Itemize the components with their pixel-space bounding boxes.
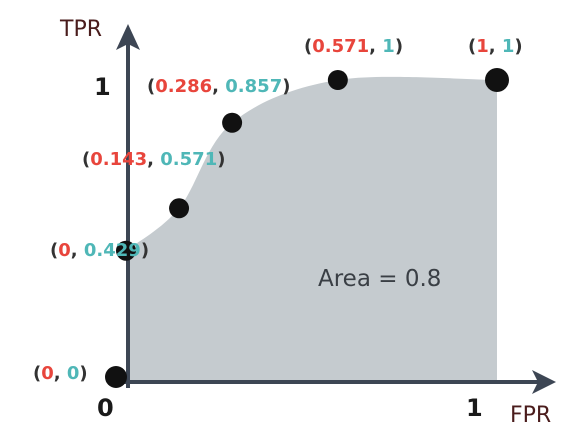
- roc-point: [105, 366, 127, 388]
- roc-point: [222, 112, 243, 133]
- point-label: (0, 0): [33, 363, 88, 384]
- x-axis-title: FPR: [510, 403, 551, 428]
- x-tick-1: 1: [466, 394, 483, 422]
- point-label: (0.286, 0.857): [147, 76, 290, 97]
- x-tick-0: 0: [97, 394, 114, 422]
- point-label: (0, 0.429): [50, 240, 149, 261]
- roc-point: [169, 198, 190, 219]
- point-value: 0: [67, 363, 80, 384]
- y-axis-title: TPR: [59, 17, 102, 42]
- point-label: (0.571, 1): [304, 36, 403, 57]
- x-axis-arrow: [532, 370, 556, 394]
- point-value: 0.857: [225, 76, 282, 97]
- point-label: (0.143, 0.571): [82, 149, 225, 170]
- y-axis-arrow: [116, 24, 140, 50]
- point-value: 0.429: [84, 240, 141, 261]
- point-label: (1, 1): [468, 36, 523, 57]
- point-value: 1: [502, 36, 515, 57]
- point-labels: (0, 0) (0, 0.429) (0.143, 0.571) (0.286, 0.…: [33, 36, 523, 384]
- point-value: 0.286: [155, 76, 212, 97]
- point-value: 1: [382, 36, 395, 57]
- roc-points: [105, 68, 509, 388]
- roc-point: [327, 70, 348, 90]
- roc-point: [485, 68, 509, 92]
- axes: [116, 24, 556, 394]
- area-annotation: Area = 0.8: [318, 266, 441, 292]
- point-value: 1: [476, 36, 489, 57]
- point-value: 0: [58, 240, 71, 261]
- area-under-curve: [126, 76, 497, 381]
- point-value: 0.143: [90, 149, 147, 170]
- point-value: 0: [41, 363, 54, 384]
- point-value: 0.571: [312, 36, 369, 57]
- y-tick-1: 1: [94, 73, 111, 101]
- roc-point: [116, 240, 136, 261]
- point-value: 0.571: [160, 149, 217, 170]
